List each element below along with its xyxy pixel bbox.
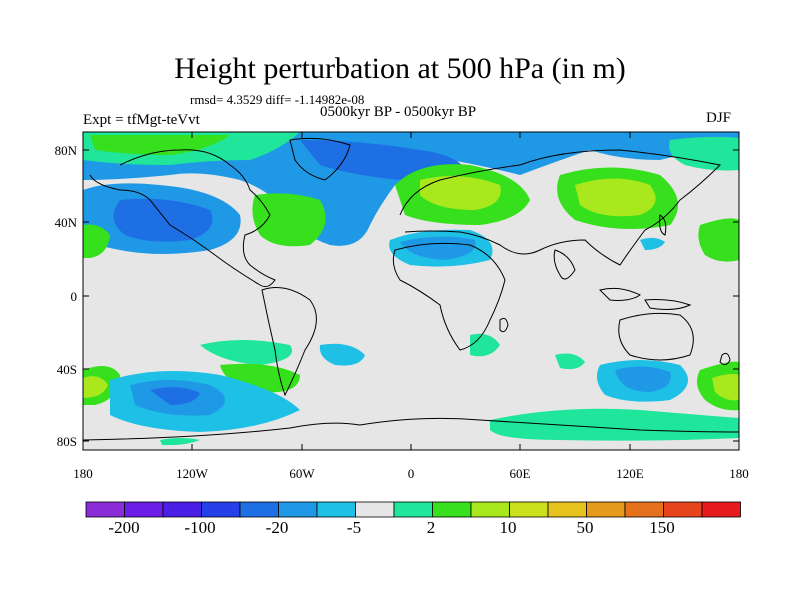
colorbar-box: [586, 501, 626, 518]
coastlines: [83, 137, 739, 441]
colorbar-box: [393, 501, 433, 518]
colorbar-box: [278, 501, 318, 518]
colorbar-labels: -200 -100 -20 -5 2 10 50 150: [108, 518, 674, 537]
colorbar-box: [701, 501, 741, 518]
lat-label-40s: 40S: [57, 362, 77, 377]
colorbar-box: [124, 501, 164, 518]
colorbar-box: [624, 501, 664, 518]
lat-label-80n: 80N: [55, 143, 78, 158]
colorbar-box: [509, 501, 549, 518]
colorbar-box: [201, 501, 241, 518]
lon-label-180e: 180: [729, 466, 749, 481]
rmsd-diff-stats: rmsd= 4.3529 diff= -1.14982e-08: [190, 92, 365, 107]
period-label: 0500kyr BP - 0500kyr BP: [320, 104, 477, 120]
contour-fills: [83, 132, 739, 446]
plot-title: Height perturbation at 500 hPa (in m): [174, 52, 626, 85]
colorbar-label-neg200: -200: [108, 518, 139, 537]
lon-label-180w: 180: [73, 466, 93, 481]
axis-ticks: [82, 132, 740, 450]
lon-label-60w: 60W: [289, 466, 315, 481]
lon-label-120w: 120W: [176, 466, 209, 481]
colorbar-box: [470, 501, 510, 518]
lat-tick-labels: 80N 40N 0 40S 80S: [55, 143, 78, 449]
colorbar-label-50: 50: [577, 518, 594, 537]
colorbar-label-neg20: -20: [266, 518, 289, 537]
lon-tick-labels: 180 120W 60W 0 60E 120E 180: [73, 466, 749, 481]
lat-label-0: 0: [71, 289, 78, 304]
colorbar-box: [162, 501, 202, 518]
colorbar-label-10: 10: [500, 518, 517, 537]
experiment-label: Expt = tfMgt-teVvt: [83, 112, 200, 128]
lat-label-40n: 40N: [55, 215, 78, 230]
colorbar-box: [239, 501, 279, 518]
colorbar-box: [432, 501, 472, 518]
colorbar-box: [663, 501, 703, 518]
season-label: DJF: [706, 110, 732, 126]
lon-label-60e: 60E: [510, 466, 531, 481]
colorbar-label-neg5: -5: [347, 518, 361, 537]
colorbar-label-150: 150: [649, 518, 675, 537]
lon-label-0: 0: [408, 466, 415, 481]
colorbar-box: [547, 501, 587, 518]
colorbar-box: [355, 501, 395, 518]
lat-label-80s: 80S: [57, 434, 77, 449]
colorbar-label-neg100: -100: [184, 518, 215, 537]
lon-label-120e: 120E: [616, 466, 644, 481]
colorbar-boxes: [85, 501, 741, 518]
colorbar-box: [85, 501, 125, 518]
colorbar-box: [316, 501, 356, 518]
colorbar-label-2: 2: [427, 518, 436, 537]
